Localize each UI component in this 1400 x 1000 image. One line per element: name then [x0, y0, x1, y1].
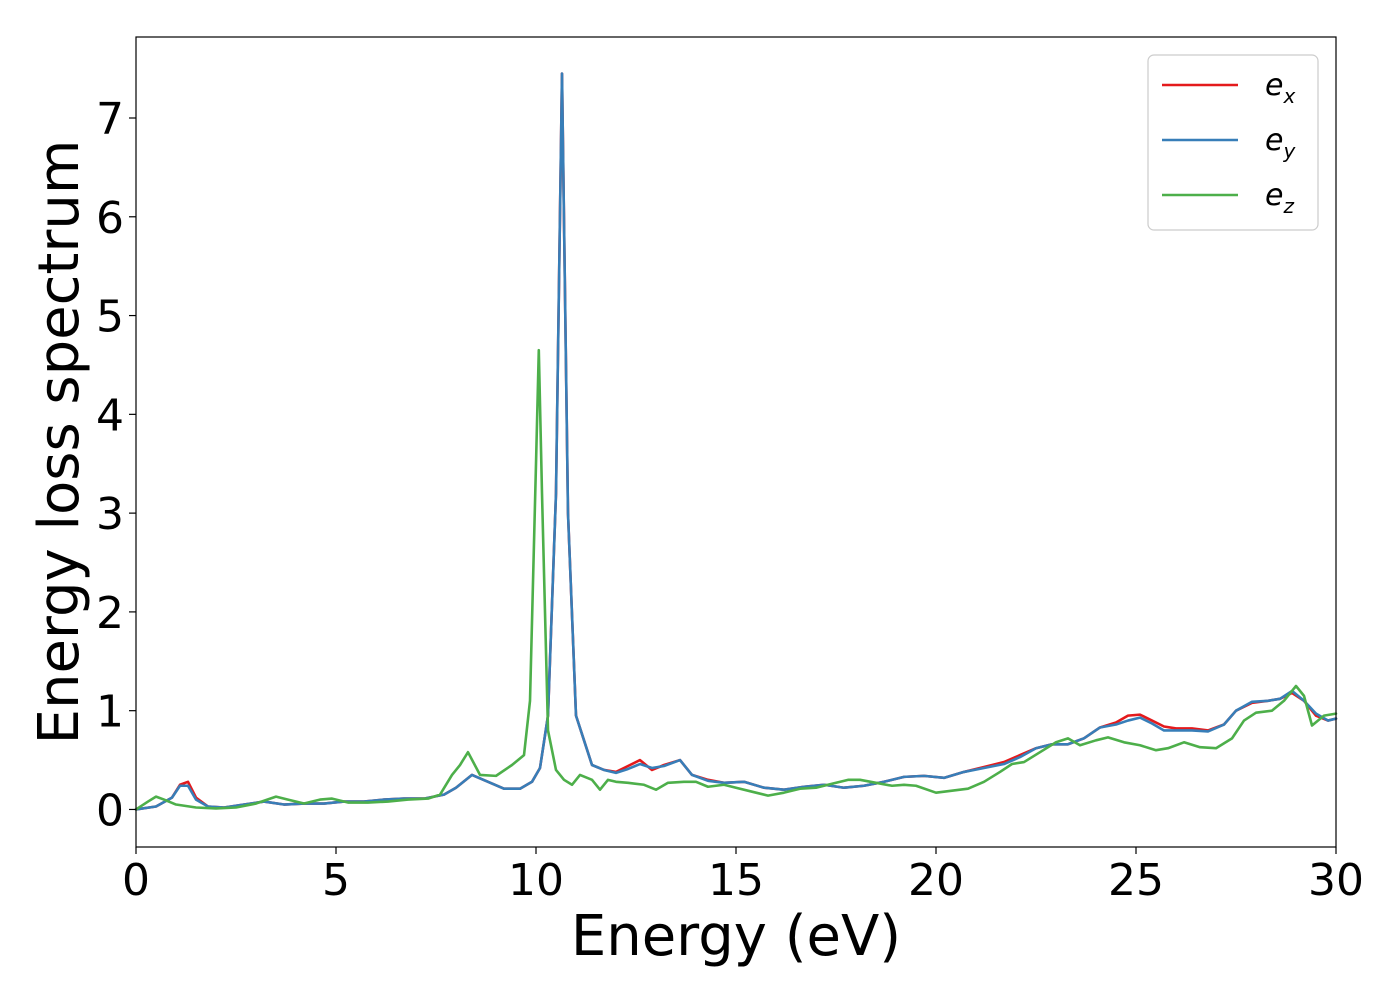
series-layer: [134, 72, 1338, 811]
x-tick-label: 30: [1308, 855, 1364, 906]
y-tick-label: 4: [96, 390, 124, 441]
x-tick-label: 15: [708, 855, 764, 906]
y-axis-ticks: 0 1 2 3 4 5 6 7: [96, 94, 136, 836]
y-tick-label: 0: [96, 785, 124, 836]
x-tick-label: 5: [322, 855, 350, 906]
y-axis-label: Energy loss spectrum: [27, 140, 92, 745]
legend-label-x: ex: [1265, 68, 1295, 108]
y-tick-label: 7: [96, 94, 124, 145]
y-tick-label: 6: [96, 193, 124, 244]
x-tick-label: 0: [122, 855, 150, 906]
x-axis-ticks: 0 5 10 15 20 25 30: [122, 847, 1364, 906]
y-tick-label: 3: [96, 489, 124, 540]
legend: ex ey ez: [1147, 54, 1319, 231]
x-tick-label: 20: [908, 855, 964, 906]
y-tick-label: 1: [96, 687, 124, 738]
y-tick-label: 5: [96, 292, 124, 343]
series-line-z: [134, 348, 1338, 811]
x-axis-label: Energy (eV): [571, 904, 901, 969]
x-tick-label: 25: [1108, 855, 1164, 906]
legend-label-y: ey: [1265, 123, 1296, 163]
x-tick-label: 10: [508, 855, 564, 906]
y-tick-label: 2: [96, 588, 124, 639]
legend-box: [1147, 54, 1319, 231]
legend-label-z: ez: [1265, 178, 1294, 218]
